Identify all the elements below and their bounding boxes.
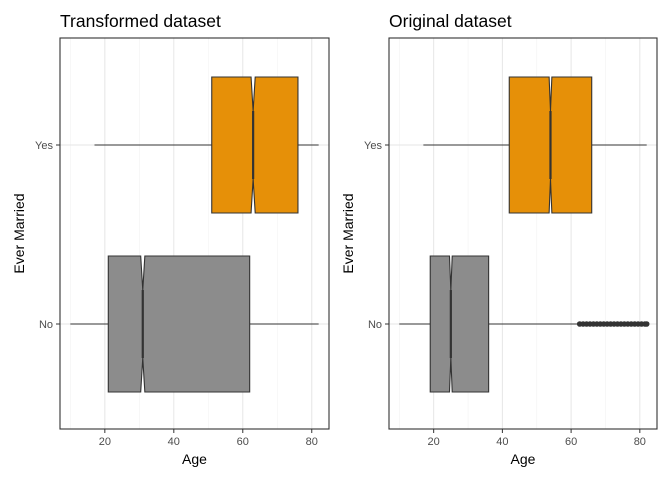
box-body bbox=[211, 76, 299, 214]
y-tick-label: Yes bbox=[364, 140, 382, 152]
box-body bbox=[107, 255, 251, 393]
y-axis-title: Ever Married bbox=[11, 193, 27, 273]
outlier-point bbox=[643, 321, 650, 327]
box-body bbox=[429, 255, 490, 393]
box-yes bbox=[423, 76, 647, 214]
box-yes bbox=[94, 76, 319, 214]
chart-title: Original dataset bbox=[389, 11, 512, 31]
y-axis-title: Ever Married bbox=[340, 193, 356, 273]
x-axis-title: Age bbox=[182, 451, 207, 467]
y-tick-label: No bbox=[368, 319, 382, 331]
panel-border bbox=[59, 37, 330, 430]
x-tick-label: 60 bbox=[237, 436, 249, 448]
panel-border bbox=[388, 37, 658, 430]
box-no bbox=[70, 255, 319, 393]
x-tick-label: 20 bbox=[428, 436, 440, 448]
x-tick-label: 40 bbox=[168, 436, 180, 448]
x-tick-label: 80 bbox=[634, 436, 646, 448]
chart-title: Transformed dataset bbox=[60, 11, 221, 31]
x-tick-label: 20 bbox=[99, 436, 111, 448]
x-axis-title: Age bbox=[511, 451, 536, 467]
y-tick-label: Yes bbox=[35, 140, 53, 152]
x-tick-label: 40 bbox=[496, 436, 508, 448]
x-tick-label: 80 bbox=[306, 436, 318, 448]
box-no bbox=[399, 255, 650, 393]
chart-panel-2: 20 40 60 80 No Yes Original dataset Age Ever Mar… bbox=[340, 11, 658, 467]
y-tick-label: No bbox=[39, 319, 53, 331]
chart-panel-1: 20 40 60 80 No Yes Transformed dataset Age Ever … bbox=[11, 11, 330, 467]
x-tick-label: 60 bbox=[565, 436, 577, 448]
